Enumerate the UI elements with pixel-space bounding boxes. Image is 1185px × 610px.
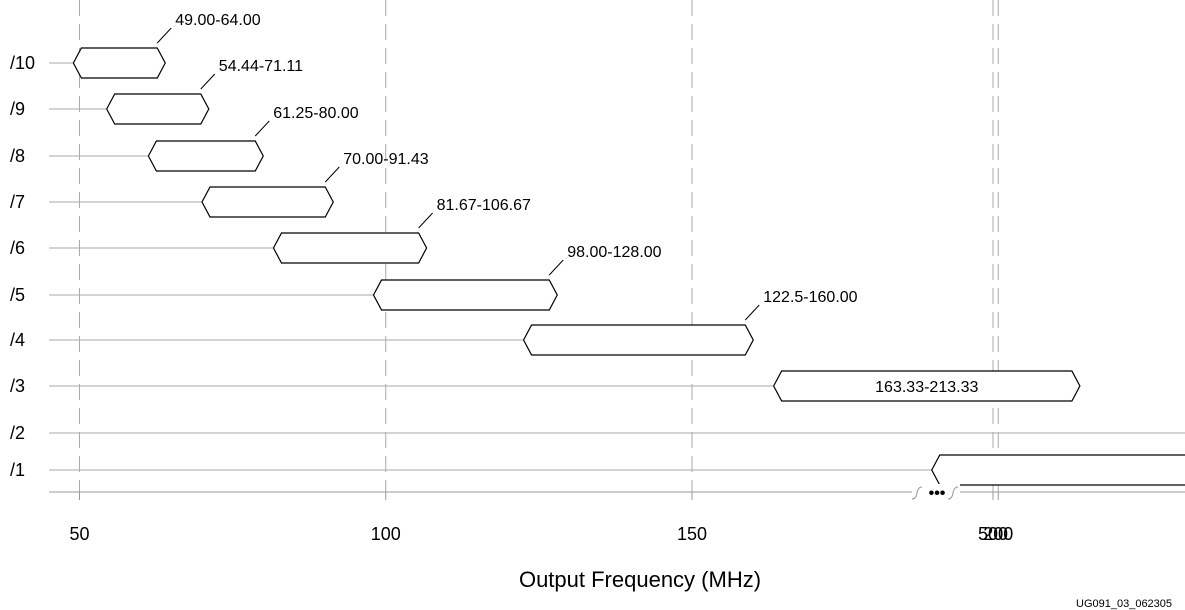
frequency-range-bar <box>931 454 1185 486</box>
leader-line <box>744 304 760 321</box>
frequency-range-bar <box>522 324 754 356</box>
divider-row: /2245.00-320.00 <box>10 423 1185 443</box>
divider-rows: /10 49.00-64.00/9 54.44-71.11/8 61.25-80.00… <box>10 12 1185 486</box>
divider-label: /3 <box>10 376 25 396</box>
frequency-range-bar <box>772 370 1081 402</box>
divider-row: /10 49.00-64.00 <box>10 12 261 79</box>
divider-row: /1490.00-640.00 <box>10 454 1185 486</box>
frequency-range-bar <box>147 140 264 172</box>
frequency-range-bar <box>106 93 210 125</box>
leader-line <box>548 259 564 276</box>
divider-label: /10 <box>10 53 35 73</box>
x-tick-label: 50 <box>69 524 89 544</box>
range-label: 61.25-80.00 <box>273 105 359 122</box>
divider-row: /6 81.67-106.67 <box>10 197 531 264</box>
range-label: 49.00-64.00 <box>175 12 261 29</box>
leader-line <box>418 212 433 229</box>
divider-label: /1 <box>10 460 25 480</box>
range-label: 122.5-160.00 <box>763 289 857 306</box>
figure-id: UG091_03_062305 <box>1076 598 1172 610</box>
divider-label: /7 <box>10 192 25 212</box>
divider-label: /4 <box>10 330 25 350</box>
grid-lines <box>79 0 999 492</box>
range-label: 81.67-106.67 <box>437 197 531 214</box>
divider-row: /8 61.25-80.00 <box>10 105 359 172</box>
divider-row: /9 54.44-71.11 <box>10 58 303 125</box>
range-label: 70.00-91.43 <box>343 151 429 168</box>
axis-break-dots: ••• <box>929 485 946 502</box>
x-axis-label: Output Frequency (MHz) <box>519 567 761 592</box>
axis-break-curve <box>947 486 959 500</box>
axis-break-curve <box>911 486 923 500</box>
x-tick-label: 500 <box>978 524 1008 544</box>
frequency-range-bar <box>372 279 558 311</box>
range-label: 163.33-213.33 <box>875 379 978 396</box>
leader-line <box>156 27 172 44</box>
divider-label: /5 <box>10 285 25 305</box>
divider-label: /6 <box>10 238 25 258</box>
divider-label: /2 <box>10 423 25 443</box>
leader-line <box>200 73 216 90</box>
divider-row: /7 70.00-91.43 <box>10 151 429 218</box>
range-label: 54.44-71.11 <box>219 58 303 75</box>
axis-break: ••• <box>911 484 960 502</box>
frequency-range-bar <box>72 47 166 79</box>
range-label: 98.00-128.00 <box>567 244 661 261</box>
x-tick-label: 200 <box>983 524 1013 544</box>
divider-label: /8 <box>10 146 25 166</box>
frequency-range-bar <box>272 232 428 264</box>
x-tick-label: 150 <box>677 524 707 544</box>
axis-break-mask <box>912 484 960 500</box>
frequency-range-bar <box>201 186 334 218</box>
divider-row: /5 98.00-128.00 <box>10 244 662 311</box>
x-tick-labels: 50100150200250300500550 <box>69 492 1013 544</box>
leader-line <box>254 120 270 137</box>
divider-row: /4 122.5-160.00 <box>10 289 858 356</box>
x-tick-label: 100 <box>371 524 401 544</box>
divider-row: /3 163.33-213.33 <box>10 370 1081 402</box>
divider-label: /9 <box>10 99 25 119</box>
leader-line <box>324 166 340 183</box>
